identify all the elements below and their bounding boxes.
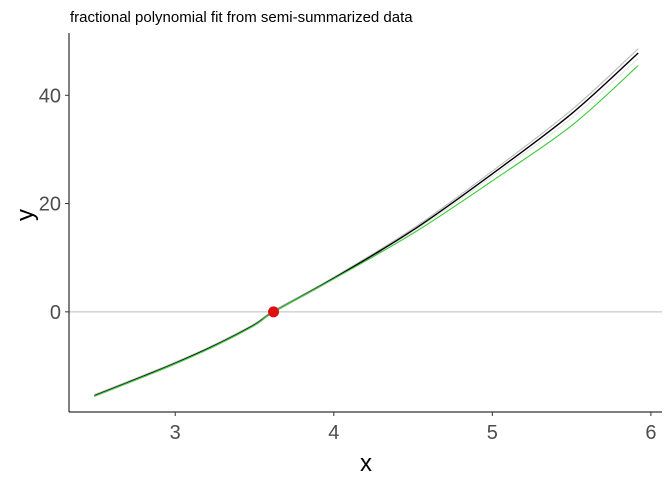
y-tick-label: 0 (50, 302, 61, 324)
x-tick-label: 6 (645, 422, 656, 444)
y-tick-label: 20 (39, 194, 61, 216)
y-axis-title: y (12, 209, 39, 221)
x-tick-label: 5 (487, 422, 498, 444)
chart-title: fractional polynomial fit from semi-summ… (70, 9, 413, 26)
series-line-2 (94, 58, 639, 398)
y-axis-ticks: 0 20 40 (39, 85, 69, 324)
x-tick-label: 4 (328, 422, 339, 444)
series-line-3 (94, 48, 639, 396)
series-line-4 (94, 65, 639, 397)
plot-area (69, 48, 662, 398)
series-line-1 (94, 52, 639, 397)
x-tick-label: 3 (170, 422, 181, 444)
x-axis-ticks: 3 4 5 6 (170, 412, 656, 444)
x-axis-title: x (360, 450, 372, 477)
y-tick-label: 40 (39, 85, 61, 107)
highlight-point (268, 306, 280, 318)
